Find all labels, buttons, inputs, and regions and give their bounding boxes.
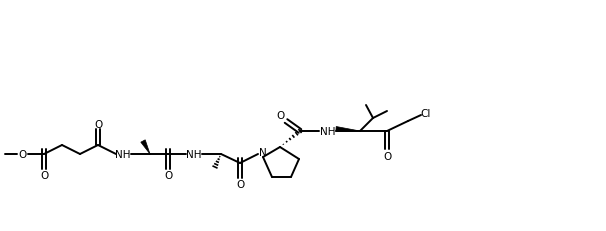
- Text: NH: NH: [320, 126, 336, 137]
- Text: O: O: [40, 170, 48, 180]
- Text: O: O: [18, 149, 26, 159]
- Text: O: O: [236, 179, 244, 189]
- Text: N: N: [259, 147, 267, 157]
- Text: Cl: Cl: [421, 109, 431, 119]
- Polygon shape: [141, 140, 150, 154]
- Text: NH: NH: [186, 149, 202, 159]
- Text: O: O: [94, 119, 102, 129]
- Text: O: O: [164, 170, 172, 180]
- Text: O: O: [276, 110, 284, 121]
- Text: O: O: [383, 151, 391, 161]
- Text: NH: NH: [115, 149, 131, 159]
- Polygon shape: [336, 127, 360, 132]
